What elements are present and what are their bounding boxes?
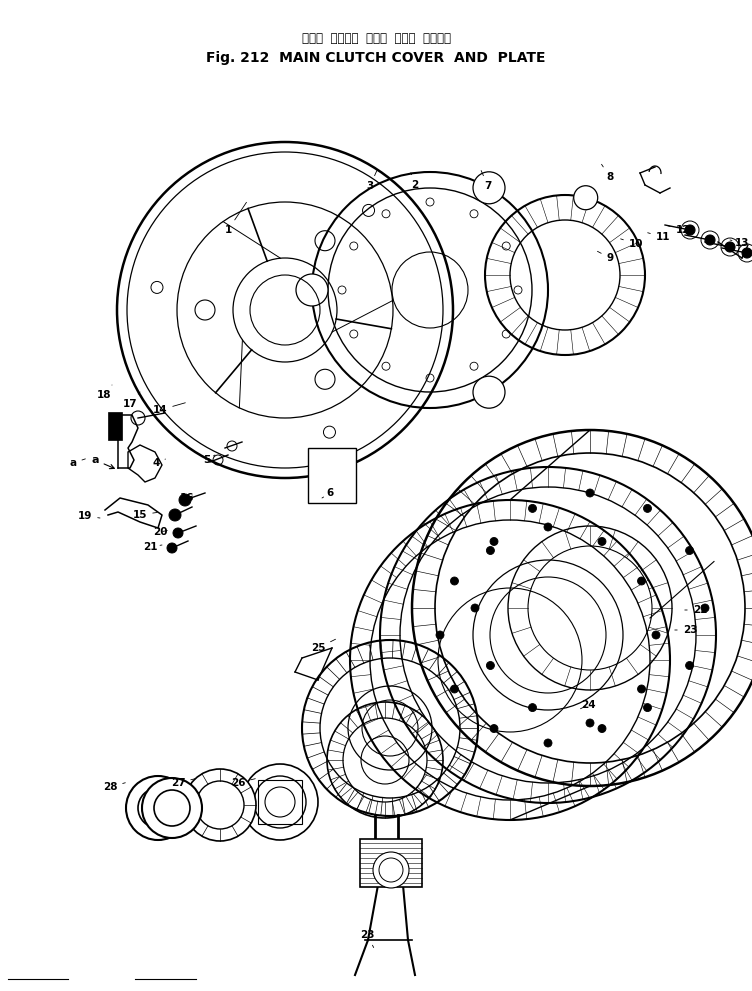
Text: メイン  クラッチ  カバー  および  プレート: メイン クラッチ カバー および プレート	[302, 32, 450, 45]
Text: 6: 6	[322, 488, 334, 498]
FancyBboxPatch shape	[108, 412, 122, 440]
Text: 13: 13	[730, 238, 749, 248]
Text: 12: 12	[668, 225, 690, 235]
Text: 22: 22	[685, 605, 707, 615]
Text: 23: 23	[675, 625, 697, 635]
Circle shape	[529, 504, 536, 512]
Circle shape	[644, 704, 651, 712]
Text: 15: 15	[133, 510, 157, 520]
Circle shape	[167, 543, 177, 553]
Circle shape	[638, 685, 645, 693]
Circle shape	[173, 528, 183, 538]
Text: 4: 4	[153, 458, 165, 468]
Circle shape	[490, 537, 498, 545]
Text: 20: 20	[153, 527, 167, 537]
Text: 28: 28	[103, 782, 126, 792]
Text: 16: 16	[180, 493, 194, 503]
Circle shape	[686, 546, 693, 555]
FancyBboxPatch shape	[360, 839, 422, 887]
Circle shape	[179, 494, 191, 506]
Circle shape	[184, 769, 256, 841]
Circle shape	[487, 546, 494, 555]
Circle shape	[450, 685, 459, 693]
Circle shape	[450, 577, 459, 585]
Circle shape	[373, 852, 409, 888]
FancyBboxPatch shape	[308, 448, 356, 503]
Circle shape	[685, 225, 695, 235]
Text: 27: 27	[171, 778, 196, 788]
Circle shape	[473, 171, 505, 204]
Circle shape	[142, 778, 202, 838]
Circle shape	[598, 537, 606, 545]
Text: a: a	[69, 458, 86, 468]
Text: 17: 17	[123, 392, 140, 409]
Text: 19: 19	[77, 511, 100, 521]
Circle shape	[574, 185, 598, 210]
Text: Fig. 212  MAIN CLUTCH COVER  AND  PLATE: Fig. 212 MAIN CLUTCH COVER AND PLATE	[206, 51, 546, 65]
Circle shape	[598, 724, 606, 732]
Circle shape	[586, 719, 594, 727]
Text: 2: 2	[411, 172, 419, 190]
Circle shape	[644, 504, 651, 512]
Text: 21: 21	[143, 542, 162, 552]
Text: 24: 24	[581, 700, 596, 710]
Circle shape	[544, 739, 552, 747]
Text: 14: 14	[153, 402, 185, 415]
Text: 25: 25	[311, 639, 335, 653]
Circle shape	[638, 577, 645, 585]
Circle shape	[126, 776, 190, 840]
Circle shape	[487, 662, 494, 670]
Circle shape	[471, 604, 479, 612]
Circle shape	[742, 248, 752, 258]
Circle shape	[296, 274, 328, 306]
Text: 18: 18	[97, 385, 112, 400]
Text: 9: 9	[597, 252, 614, 263]
Circle shape	[529, 704, 536, 712]
Text: 11: 11	[647, 232, 670, 242]
Circle shape	[701, 604, 709, 612]
Circle shape	[544, 523, 552, 531]
Circle shape	[169, 509, 181, 521]
Circle shape	[686, 662, 693, 670]
Circle shape	[490, 724, 498, 732]
Circle shape	[436, 631, 444, 639]
Text: 7: 7	[481, 170, 492, 191]
Text: 10: 10	[620, 239, 643, 249]
Text: a: a	[91, 455, 114, 469]
Text: 23: 23	[359, 930, 374, 947]
Circle shape	[652, 631, 660, 639]
Text: 3: 3	[366, 170, 377, 191]
Text: 26: 26	[231, 778, 255, 788]
Text: 1: 1	[224, 202, 247, 235]
Circle shape	[586, 489, 594, 497]
Circle shape	[725, 242, 735, 252]
Text: 8: 8	[602, 165, 614, 182]
Text: 5: 5	[203, 455, 215, 465]
Circle shape	[473, 377, 505, 408]
Circle shape	[705, 235, 715, 245]
Polygon shape	[128, 445, 162, 482]
